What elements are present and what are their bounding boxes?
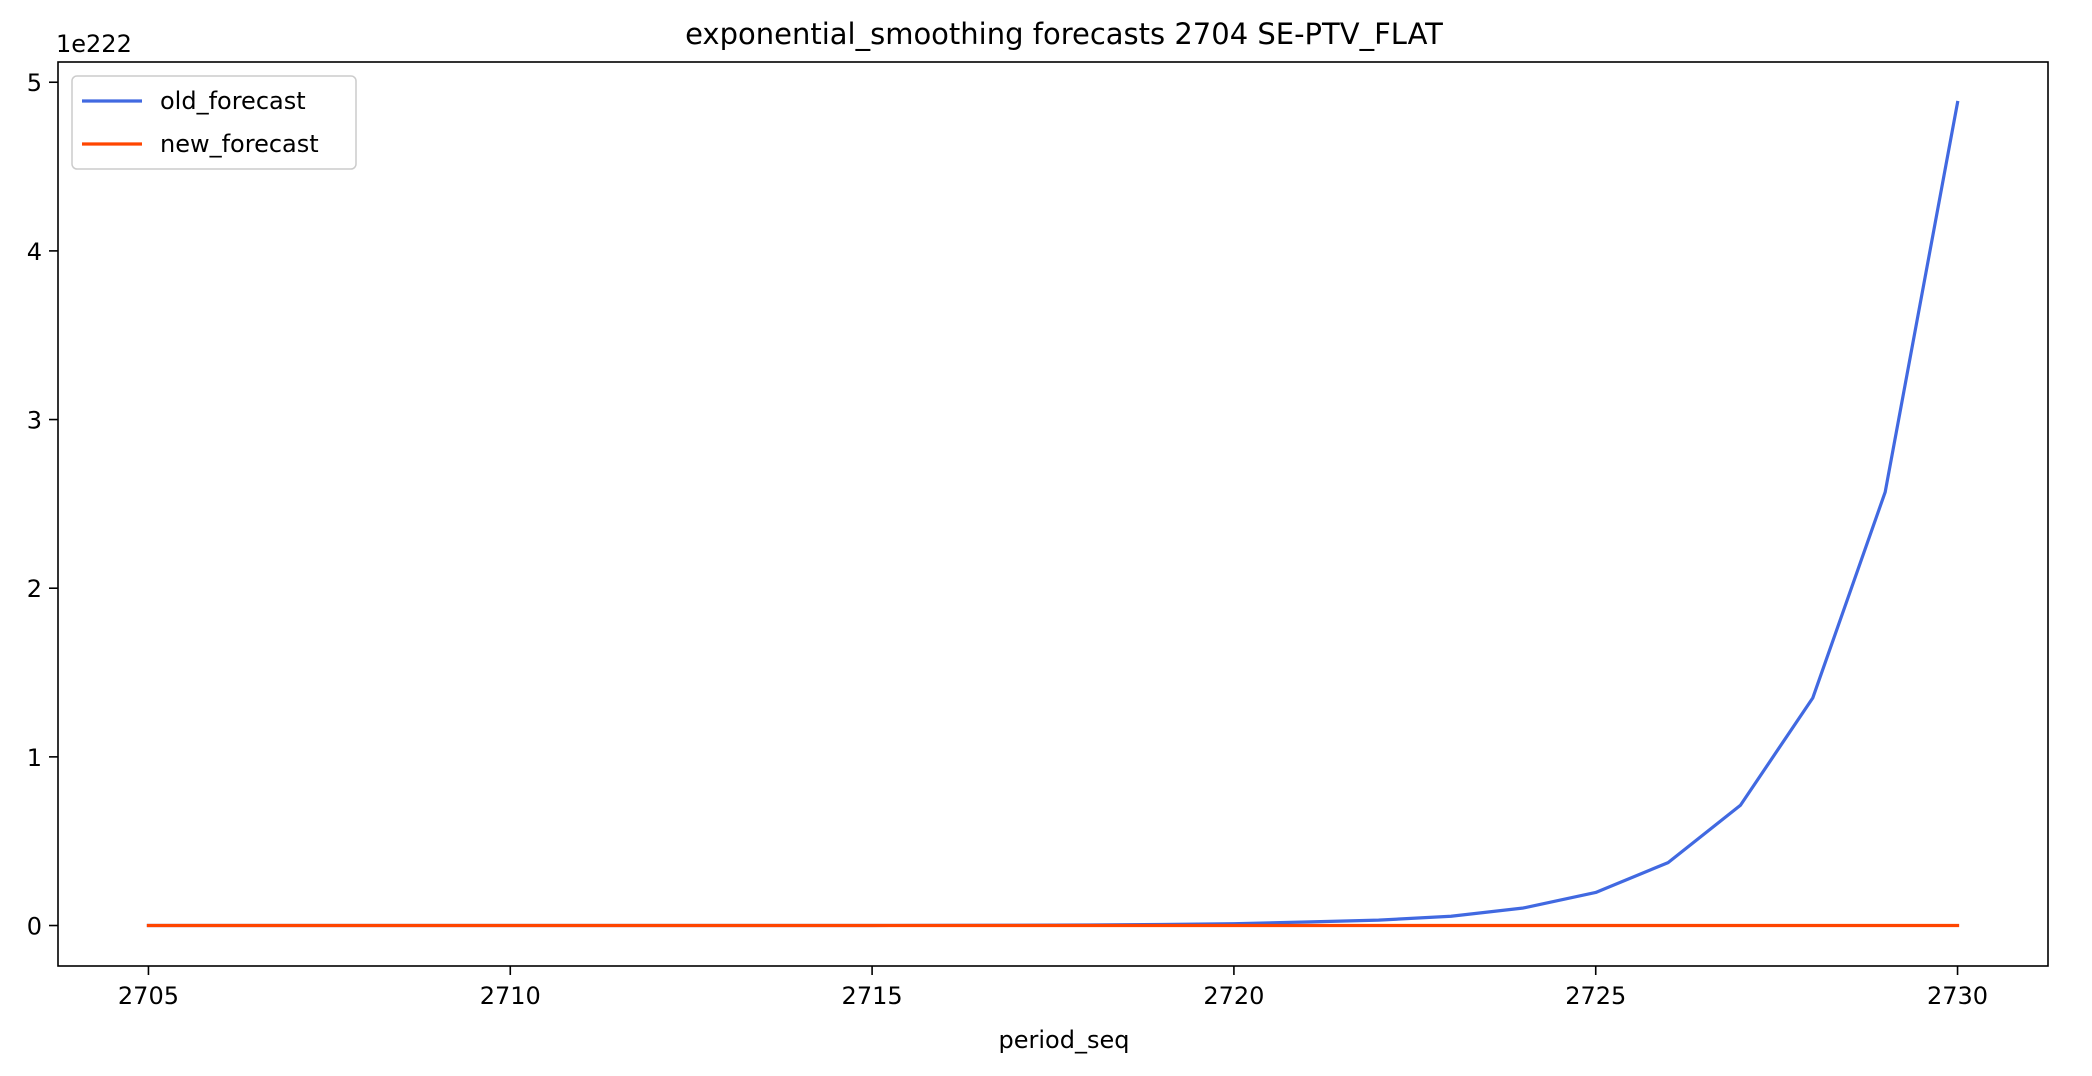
y-tick-label: 4 [27,238,42,266]
y-axis-multiplier: 1e222 [56,30,132,58]
x-tick-label: 2730 [1927,982,1988,1010]
y-tick-label: 3 [27,407,42,435]
legend-box [71,75,357,170]
y-tick-label: 2 [27,575,42,603]
legend: old_forecast new_forecast [71,75,357,170]
x-tick-label: 2725 [1565,982,1626,1010]
series-line-old-forecast [146,100,1960,928]
plot-frame [57,61,2049,967]
y-tick-label: 0 [27,913,42,941]
x-tick-label: 2705 [118,982,179,1010]
x-axis-label: period_seq [999,1026,1130,1054]
legend-entries: old_forecast new_forecast [82,87,319,158]
axes-layer: 2705 2710 2715 2720 2725 2730 0 1 2 3 4 5 [27,69,1988,1010]
y-tick-label: 1 [27,744,42,772]
legend-label-new-forecast: new_forecast [160,130,319,158]
x-tick-label: 2720 [1203,982,1264,1010]
series-layer [146,100,1960,928]
x-tick-label: 2715 [842,982,903,1010]
chart-title: exponential_smoothing forecasts 2704 SE-… [685,17,1443,51]
legend-label-old-forecast: old_forecast [160,87,306,115]
y-tick-label: 5 [27,69,42,97]
x-tick-label: 2710 [480,982,541,1010]
